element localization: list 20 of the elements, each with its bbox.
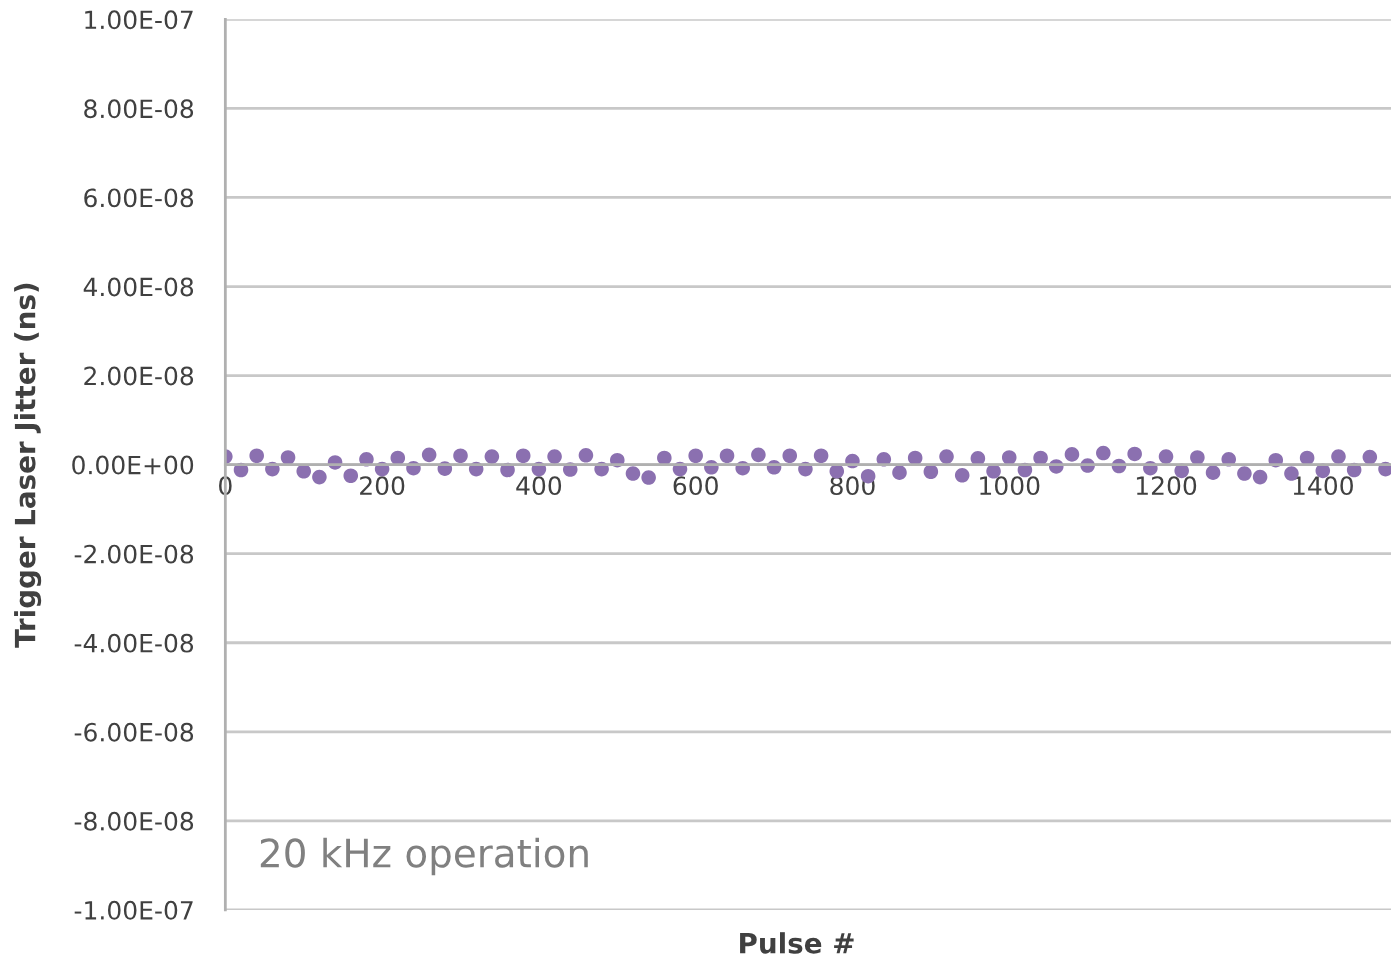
x-tick-label: 400 <box>516 476 562 496</box>
y-tick-label: 1.00E-07 <box>85 10 193 30</box>
x-tick-label: 1200 <box>1136 476 1197 496</box>
y-tick-label: 0.00E+00 <box>72 455 194 475</box>
y-tick-label: -8.00E-08 <box>74 811 194 831</box>
x-tick-label: 1000 <box>980 476 1040 496</box>
y-tick-label: -1.00E-07 <box>74 900 193 920</box>
y-tick-label: -6.00E-08 <box>74 722 194 742</box>
annotation: 20 kHz operation <box>260 837 588 876</box>
x-tick-label: 600 <box>673 476 718 496</box>
y-tick-label: -4.00E-08 <box>74 633 194 653</box>
x-tick-label: 1400 <box>1293 476 1353 496</box>
x-tick-label: 200 <box>360 476 405 496</box>
y-tick-label: 6.00E-08 <box>84 188 194 208</box>
y-tick-label: 8.00E-08 <box>84 99 194 119</box>
y-tick-label: 4.00E-08 <box>83 277 194 297</box>
y-axis-title: Trigger Laser Jitter (ns) <box>14 283 42 648</box>
y-tick-label: -2.00E-08 <box>74 544 194 564</box>
x-axis-title: Pulse # <box>740 932 854 954</box>
y-tick-label: 2.00E-08 <box>84 366 194 386</box>
